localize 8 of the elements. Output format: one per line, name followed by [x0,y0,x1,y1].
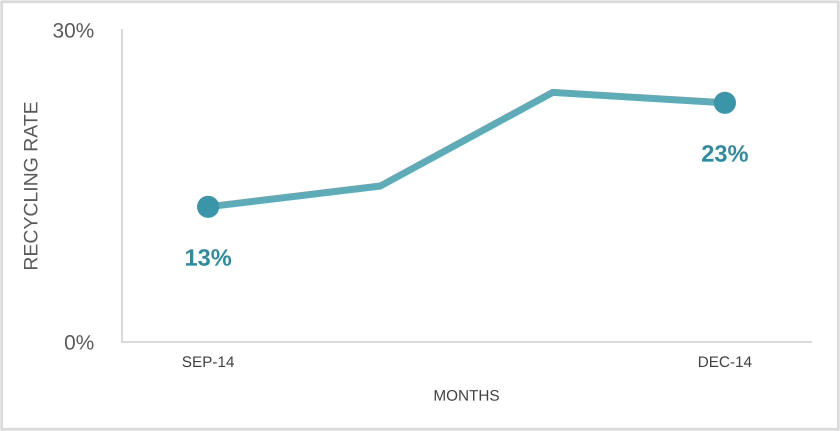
data-label: 13% [186,249,232,266]
y-tick-label: 0% [64,335,94,350]
x-axis-title: MONTHS [434,390,499,401]
y-axis-title: RECYCLING RATE [24,102,38,270]
data-label: 23% [702,145,748,162]
x-tick-label: DEC-14 [698,356,752,368]
y-tick-label: 30% [53,23,94,38]
x-tick-label: SEP-14 [182,356,234,368]
